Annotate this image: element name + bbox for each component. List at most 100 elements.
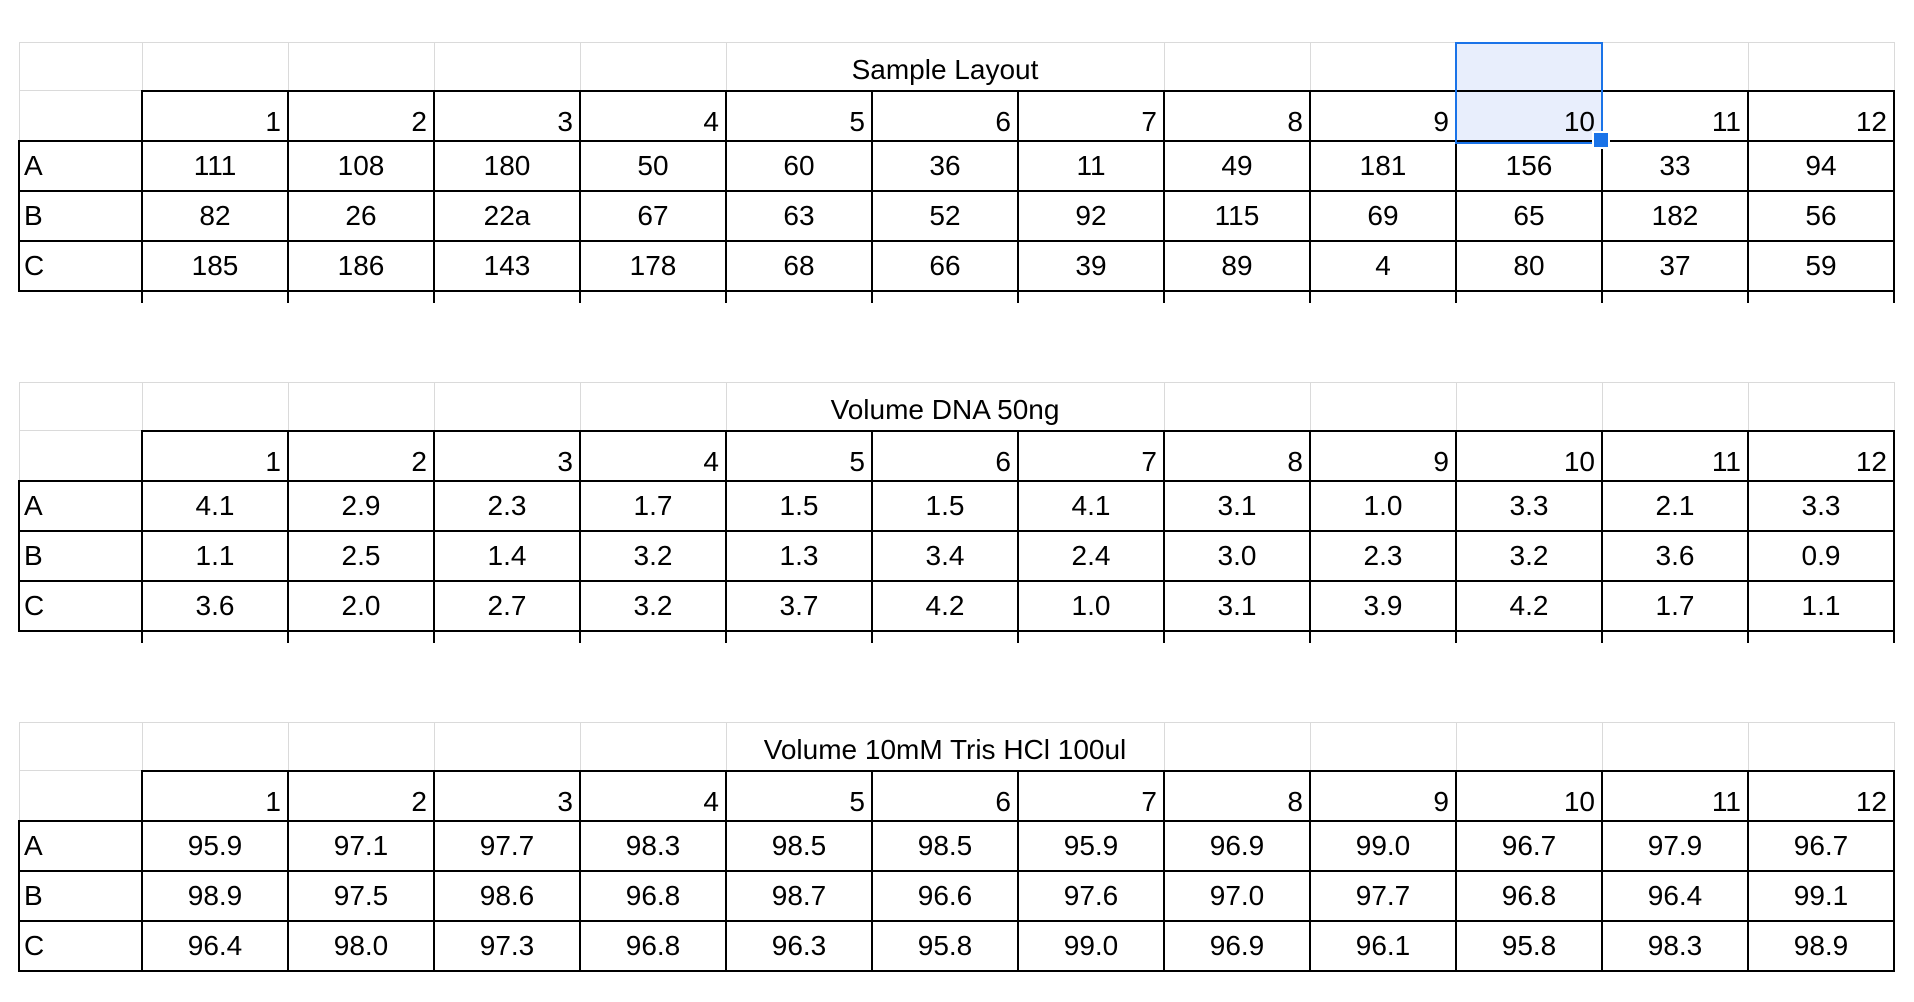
empty-cell[interactable] [1455,629,1603,643]
well-value-cell[interactable]: 82 [141,189,289,242]
well-value-cell[interactable]: 96.4 [1601,869,1749,922]
empty-cell[interactable] [871,289,1019,303]
empty-cell[interactable] [141,42,289,91]
column-number-cell[interactable]: 7 [1017,429,1165,482]
empty-cell[interactable] [1747,722,1895,771]
empty-cell[interactable] [579,629,727,643]
well-value-cell[interactable]: 4.1 [141,479,289,532]
well-value-cell[interactable]: 98.0 [287,919,435,972]
well-value-cell[interactable]: 50 [579,139,727,192]
empty-cell[interactable] [1601,629,1749,643]
well-value-cell[interactable]: 1.0 [1309,479,1457,532]
well-value-cell[interactable]: 3.7 [725,579,873,632]
corner-cell[interactable] [18,90,143,141]
empty-cell[interactable] [1455,42,1603,91]
well-value-cell[interactable]: 185 [141,239,289,292]
well-value-cell[interactable]: 97.1 [287,819,435,872]
empty-cell[interactable] [18,722,143,771]
empty-cell[interactable] [141,382,289,431]
well-value-cell[interactable]: 3.4 [871,529,1019,582]
well-value-cell[interactable]: 95.8 [871,919,1019,972]
well-value-cell[interactable]: 2.0 [287,579,435,632]
well-value-cell[interactable]: 3.3 [1455,479,1603,532]
well-value-cell[interactable]: 156 [1455,139,1603,192]
plate-title[interactable]: Sample Layout [725,42,1165,91]
well-value-cell[interactable]: 178 [579,239,727,292]
well-value-cell[interactable]: 97.7 [433,819,581,872]
column-number-cell[interactable]: 10 [1455,769,1603,822]
well-value-cell[interactable]: 92 [1017,189,1165,242]
well-value-cell[interactable]: 63 [725,189,873,242]
well-value-cell[interactable]: 26 [287,189,435,242]
column-number-cell[interactable]: 10 [1455,89,1603,142]
well-value-cell[interactable]: 1.5 [725,479,873,532]
well-value-cell[interactable]: 2.3 [1309,529,1457,582]
well-value-cell[interactable]: 52 [871,189,1019,242]
empty-cell[interactable] [287,382,435,431]
well-value-cell[interactable]: 2.3 [433,479,581,532]
well-value-cell[interactable]: 96.7 [1455,819,1603,872]
well-value-cell[interactable]: 98.5 [725,819,873,872]
plate-title[interactable]: Volume 10mM Tris HCl 100ul [725,722,1165,771]
column-number-cell[interactable]: 8 [1163,429,1311,482]
column-number-cell[interactable]: 6 [871,429,1019,482]
empty-cell[interactable] [141,722,289,771]
empty-cell[interactable] [141,289,289,303]
well-value-cell[interactable]: 2.7 [433,579,581,632]
well-value-cell[interactable]: 3.6 [141,579,289,632]
well-value-cell[interactable]: 97.9 [1601,819,1749,872]
well-value-cell[interactable]: 96.6 [871,869,1019,922]
well-value-cell[interactable]: 98.9 [1747,919,1895,972]
empty-cell[interactable] [18,42,143,91]
row-label-cell[interactable]: C [18,239,143,292]
well-value-cell[interactable]: 69 [1309,189,1457,242]
column-number-cell[interactable]: 2 [287,769,435,822]
empty-cell[interactable] [433,289,581,303]
empty-cell[interactable] [1747,629,1895,643]
empty-cell[interactable] [18,382,143,431]
well-value-cell[interactable]: 3.1 [1163,479,1311,532]
well-value-cell[interactable]: 99.0 [1017,919,1165,972]
empty-cell[interactable] [1747,42,1895,91]
empty-cell[interactable] [287,42,435,91]
well-value-cell[interactable]: 98.7 [725,869,873,922]
row-label-cell[interactable]: A [18,139,143,192]
well-value-cell[interactable]: 95.9 [1017,819,1165,872]
column-number-cell[interactable]: 3 [433,769,581,822]
well-value-cell[interactable]: 111 [141,139,289,192]
empty-cell[interactable] [1163,722,1311,771]
empty-cell[interactable] [579,289,727,303]
column-number-cell[interactable]: 10 [1455,429,1603,482]
column-number-cell[interactable]: 2 [287,429,435,482]
row-label-cell[interactable]: C [18,919,143,972]
empty-cell[interactable] [1747,382,1895,431]
column-number-cell[interactable]: 11 [1601,429,1749,482]
well-value-cell[interactable]: 1.0 [1017,579,1165,632]
well-value-cell[interactable]: 95.8 [1455,919,1603,972]
empty-cell[interactable] [19,629,143,643]
well-value-cell[interactable]: 2.4 [1017,529,1165,582]
column-number-cell[interactable]: 11 [1601,769,1749,822]
empty-cell[interactable] [1309,629,1457,643]
well-value-cell[interactable]: 3.9 [1309,579,1457,632]
column-number-cell[interactable]: 9 [1309,769,1457,822]
column-number-cell[interactable]: 9 [1309,89,1457,142]
well-value-cell[interactable]: 80 [1455,239,1603,292]
empty-cell[interactable] [433,382,581,431]
well-value-cell[interactable]: 96.4 [141,919,289,972]
well-value-cell[interactable]: 2.9 [287,479,435,532]
well-value-cell[interactable]: 97.7 [1309,869,1457,922]
well-value-cell[interactable]: 1.1 [141,529,289,582]
well-value-cell[interactable]: 56 [1747,189,1895,242]
well-value-cell[interactable]: 3.6 [1601,529,1749,582]
well-value-cell[interactable]: 98.9 [141,869,289,922]
well-value-cell[interactable]: 4.1 [1017,479,1165,532]
well-value-cell[interactable]: 1.7 [1601,579,1749,632]
row-label-cell[interactable]: B [18,529,143,582]
well-value-cell[interactable]: 97.5 [287,869,435,922]
well-value-cell[interactable]: 97.0 [1163,869,1311,922]
empty-cell[interactable] [1601,382,1749,431]
empty-cell[interactable] [141,629,289,643]
empty-cell[interactable] [287,289,435,303]
column-number-cell[interactable]: 7 [1017,89,1165,142]
